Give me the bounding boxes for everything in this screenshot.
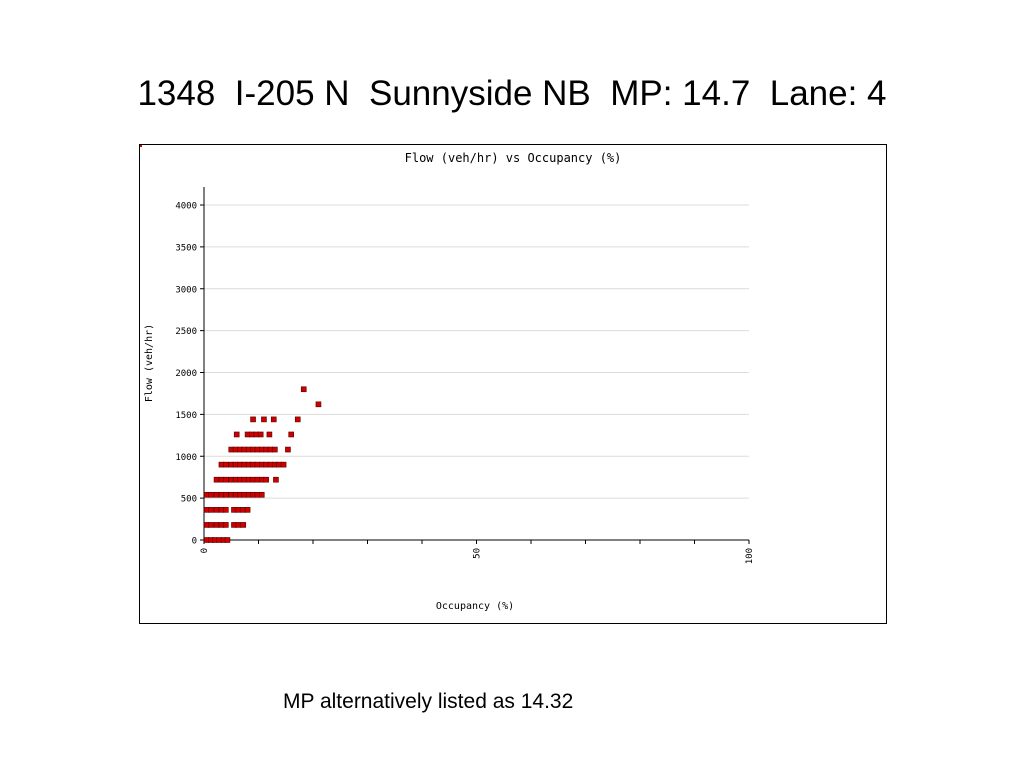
y-tick-label: 2500 xyxy=(175,327,197,337)
data-point xyxy=(288,431,294,438)
data-point xyxy=(233,431,240,438)
chart-canvas: 0 500 1000 1500 2000 2500 3000 3500 4000 0 50 100 F… xyxy=(144,151,755,612)
y-tick-label: 2000 xyxy=(175,369,197,379)
slide-title: 1348 I-205 N Sunnyside NB MP: 14.7 Lane:… xyxy=(137,74,887,113)
chart-title: Flow (veh/hr) vs Occupancy (%) xyxy=(405,151,622,165)
data-point xyxy=(258,491,265,498)
data-points xyxy=(203,386,322,543)
data-point xyxy=(273,476,279,483)
x-tick-label: 50 xyxy=(473,548,483,559)
data-point xyxy=(223,522,229,528)
y-tick-label: 500 xyxy=(181,495,197,505)
y-tick-label: 3500 xyxy=(175,243,197,253)
data-point xyxy=(266,431,273,438)
data-point xyxy=(223,507,229,513)
x-tick-label: 0 xyxy=(200,548,210,553)
data-point xyxy=(300,386,307,393)
data-point xyxy=(261,416,267,423)
data-point xyxy=(223,476,229,483)
data-point xyxy=(213,476,220,483)
data-point xyxy=(224,537,231,543)
data-point xyxy=(208,491,214,498)
data-point xyxy=(213,507,220,513)
y-tick-label: 4000 xyxy=(175,202,197,212)
data-point xyxy=(213,491,220,498)
x-tick-label: 100 xyxy=(745,548,755,564)
scatter-chart: 0 500 1000 1500 2000 2500 3000 3500 4000 0 50 100 F… xyxy=(139,144,887,624)
y-tick-label: 3000 xyxy=(175,285,197,295)
data-point xyxy=(272,446,278,453)
data-point xyxy=(208,507,214,513)
data-point xyxy=(280,461,287,468)
data-point xyxy=(244,507,251,513)
data-point xyxy=(270,416,277,423)
grid-lines xyxy=(204,204,749,499)
data-point xyxy=(285,446,291,453)
y-tick-label: 0 xyxy=(192,537,197,547)
data-point xyxy=(315,401,322,408)
data-point xyxy=(257,431,264,438)
footnote: MP alternatively listed as 14.32 xyxy=(283,690,574,713)
axes xyxy=(200,187,750,544)
data-point xyxy=(240,522,247,528)
data-point xyxy=(294,416,301,423)
data-point xyxy=(235,522,242,528)
data-point xyxy=(250,416,256,423)
y-tick-label: 1000 xyxy=(175,453,197,463)
data-point xyxy=(263,476,269,483)
tick-labels: 0 500 1000 1500 2000 2500 3000 3500 4000 0 50 100 xyxy=(175,202,755,565)
y-tick-label: 1500 xyxy=(175,411,197,421)
x-axis-label: Occupancy (%) xyxy=(436,601,514,612)
data-point xyxy=(213,522,220,528)
data-point xyxy=(235,507,242,513)
data-point xyxy=(223,461,229,468)
y-axis-label: Flow (veh/hr) xyxy=(144,324,155,402)
data-point xyxy=(208,522,214,528)
data-point xyxy=(223,491,229,498)
corner-marker xyxy=(140,145,142,147)
